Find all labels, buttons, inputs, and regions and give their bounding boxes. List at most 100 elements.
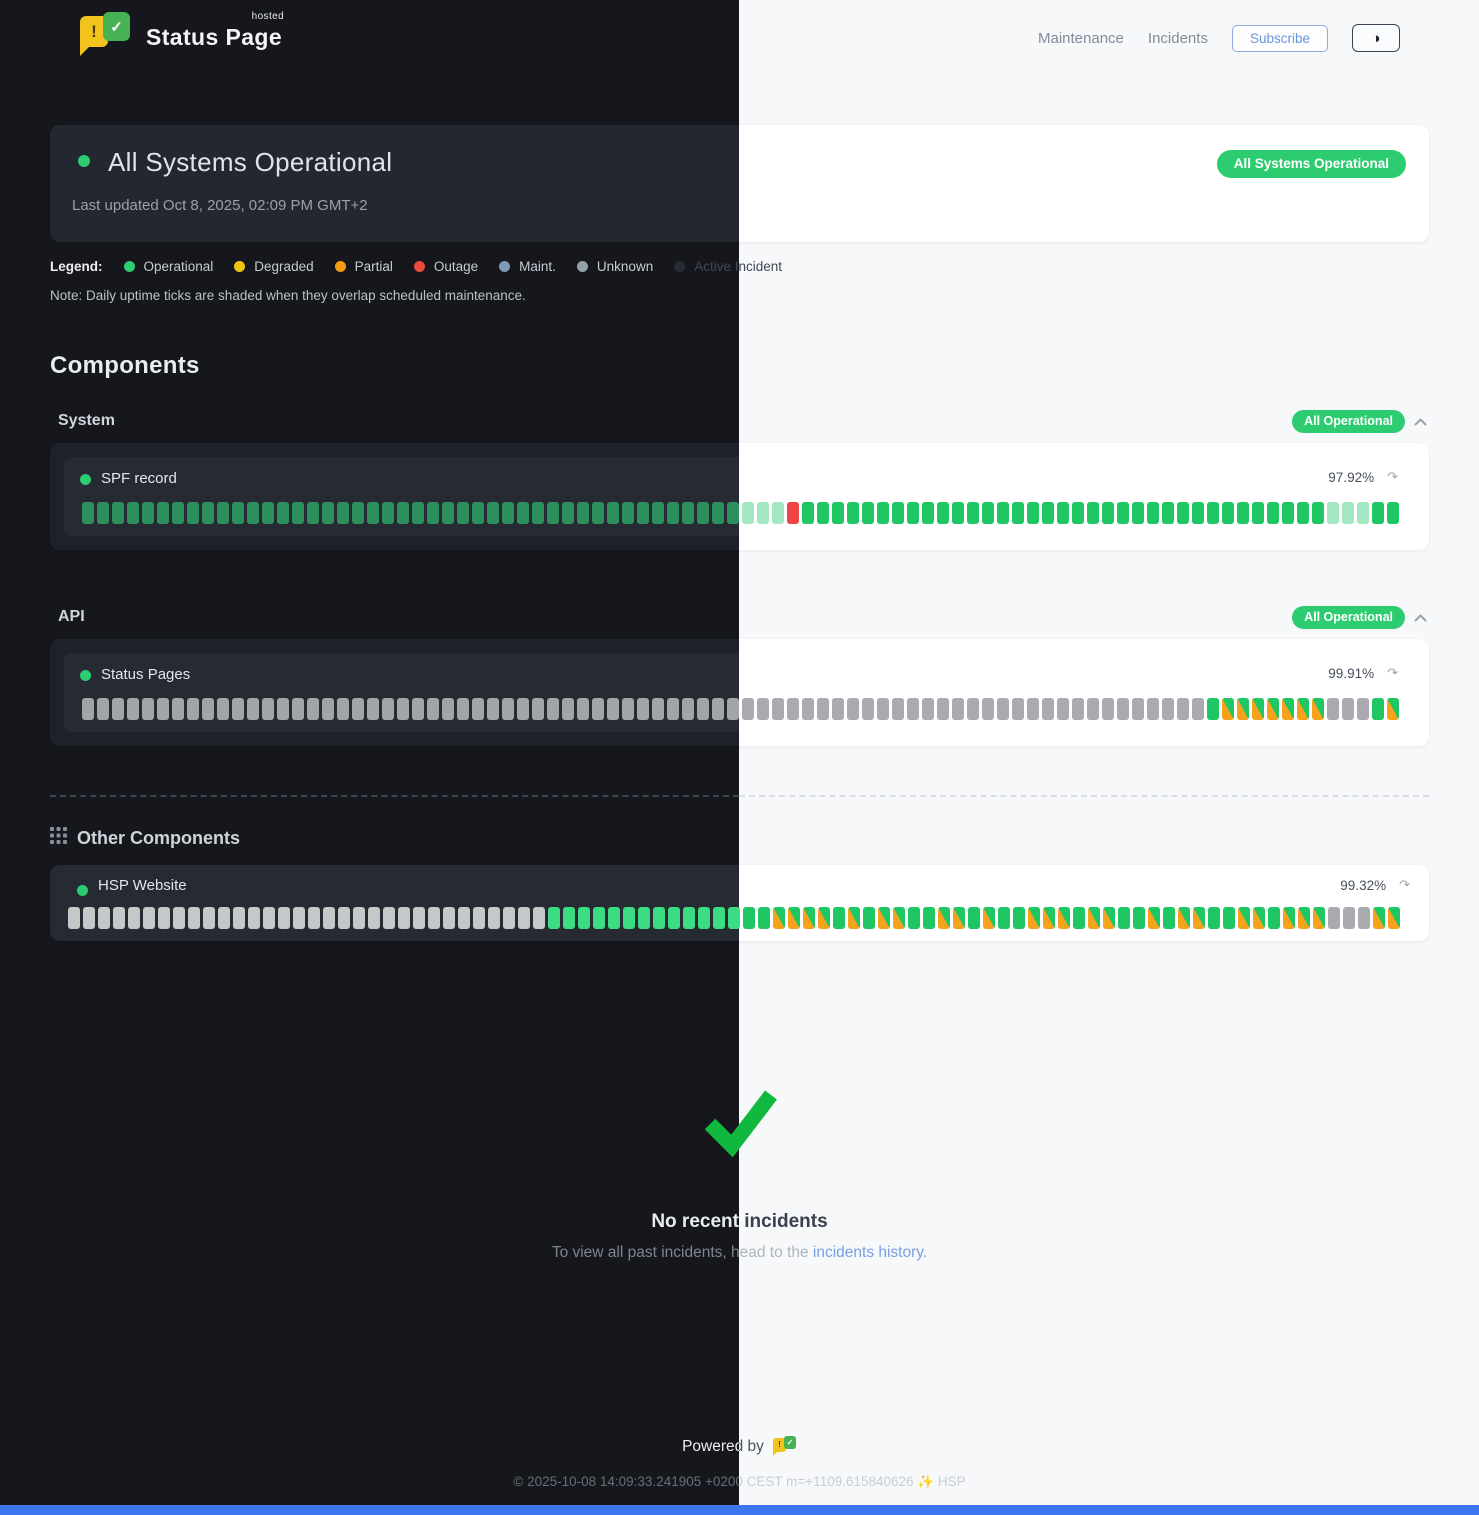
uptime-tick-u[interactable] [293, 907, 305, 929]
uptime-tick-u[interactable] [172, 698, 184, 720]
uptime-tick-o[interactable] [1162, 502, 1174, 524]
uptime-tick-u[interactable] [862, 698, 874, 720]
uptime-tick-u[interactable] [443, 907, 455, 929]
uptime-tick-o[interactable] [1072, 502, 1084, 524]
uptime-tick-m[interactable] [803, 907, 815, 929]
uptime-tick-o[interactable] [1372, 502, 1384, 524]
uptime-tick-m[interactable] [1238, 907, 1250, 929]
uptime-tick-f[interactable] [772, 502, 784, 524]
uptime-tick-o[interactable] [472, 502, 484, 524]
uptime-tick-m[interactable] [1148, 907, 1160, 929]
uptime-tick-u[interactable] [97, 698, 109, 720]
uptime-tick-o[interactable] [907, 502, 919, 524]
uptime-tick-u[interactable] [997, 698, 1009, 720]
uptime-tick-u[interactable] [652, 698, 664, 720]
uptime-tick-u[interactable] [188, 907, 200, 929]
uptime-tick-u[interactable] [1072, 698, 1084, 720]
uptime-tick-u[interactable] [517, 698, 529, 720]
uptime-tick-u[interactable] [1132, 698, 1144, 720]
uptime-tick-o[interactable] [1387, 502, 1399, 524]
uptime-tick-o[interactable] [157, 502, 169, 524]
uptime-tick-o[interactable] [1252, 502, 1264, 524]
uptime-tick-u[interactable] [487, 698, 499, 720]
uptime-tick-o[interactable] [112, 502, 124, 524]
uptime-tick-u[interactable] [458, 907, 470, 929]
uptime-tick-u[interactable] [1102, 698, 1114, 720]
uptime-tick-u[interactable] [457, 698, 469, 720]
incidents-history-link[interactable]: incidents history. [812, 1244, 928, 1261]
uptime-tick-u[interactable] [907, 698, 919, 720]
uptime-tick-u[interactable] [667, 698, 679, 720]
uptime-tick-m[interactable] [953, 907, 965, 929]
uptime-tick-o[interactable] [1163, 907, 1175, 929]
uptime-tick-o[interactable] [998, 907, 1010, 929]
uptime-tick-m[interactable] [1313, 907, 1325, 929]
uptime-tick-o[interactable] [532, 502, 544, 524]
uptime-tick-o[interactable] [578, 907, 590, 929]
uptime-tick-u[interactable] [203, 907, 215, 929]
uptime-tick-m[interactable] [1058, 907, 1070, 929]
chevron-up-icon[interactable] [1412, 414, 1429, 436]
uptime-tick-u[interactable] [113, 907, 125, 929]
uptime-tick-u[interactable] [697, 698, 709, 720]
uptime-tick-o[interactable] [1372, 698, 1384, 720]
uptime-tick-u[interactable] [1117, 698, 1129, 720]
uptime-tick-o[interactable] [877, 502, 889, 524]
uptime-tick-o[interactable] [322, 502, 334, 524]
uptime-tick-o[interactable] [442, 502, 454, 524]
uptime-tick-o[interactable] [697, 502, 709, 524]
uptime-tick-o[interactable] [637, 502, 649, 524]
uptime-tick-o[interactable] [1132, 502, 1144, 524]
uptime-tick-u[interactable] [787, 698, 799, 720]
uptime-tick-m[interactable] [1222, 698, 1234, 720]
uptime-tick-o[interactable] [1102, 502, 1114, 524]
uptime-tick-m[interactable] [1178, 907, 1190, 929]
uptime-tick-o[interactable] [758, 907, 770, 929]
uptime-tick-o[interactable] [382, 502, 394, 524]
subscribe-button[interactable]: Subscribe [1231, 24, 1328, 52]
nav-incidents[interactable]: Incidents [1147, 29, 1208, 47]
uptime-tick-u[interactable] [502, 698, 514, 720]
uptime-tick-o[interactable] [547, 502, 559, 524]
uptime-tick-o[interactable] [292, 502, 304, 524]
uptime-tick-m[interactable] [1297, 698, 1309, 720]
uptime-tick-o[interactable] [863, 907, 875, 929]
uptime-tick-u[interactable] [157, 698, 169, 720]
uptime-tick-u[interactable] [922, 698, 934, 720]
uptime-tick-m[interactable] [1103, 907, 1115, 929]
uptime-tick-o[interactable] [502, 502, 514, 524]
uptime-tick-o[interactable] [923, 907, 935, 929]
uptime-tick-u[interactable] [338, 907, 350, 929]
uptime-tick-o[interactable] [427, 502, 439, 524]
uptime-tick-u[interactable] [218, 907, 230, 929]
uptime-tick-u[interactable] [248, 907, 260, 929]
uptime-tick-u[interactable] [802, 698, 814, 720]
uptime-tick-o[interactable] [728, 907, 740, 929]
uptime-tick-u[interactable] [532, 698, 544, 720]
uptime-tick-u[interactable] [158, 907, 170, 929]
uptime-tick-u[interactable] [277, 698, 289, 720]
uptime-tick-u[interactable] [383, 907, 395, 929]
uptime-tick-u[interactable] [622, 698, 634, 720]
uptime-tick-o[interactable] [607, 502, 619, 524]
uptime-tick-u[interactable] [427, 698, 439, 720]
uptime-tick-u[interactable] [98, 907, 110, 929]
uptime-tick-m[interactable] [1388, 907, 1400, 929]
uptime-tick-o[interactable] [1177, 502, 1189, 524]
uptime-tick-o[interactable] [217, 502, 229, 524]
uptime-tick-o[interactable] [1222, 502, 1234, 524]
uptime-tick-u[interactable] [307, 698, 319, 720]
uptime-tick-m[interactable] [788, 907, 800, 929]
uptime-tick-m[interactable] [1088, 907, 1100, 929]
uptime-tick-o[interactable] [743, 907, 755, 929]
uptime-tick-u[interactable] [682, 698, 694, 720]
uptime-tick-u[interactable] [832, 698, 844, 720]
uptime-tick-u[interactable] [607, 698, 619, 720]
uptime-tick-u[interactable] [712, 698, 724, 720]
refresh-icon[interactable]: ↷ [1387, 666, 1398, 681]
uptime-tick-u[interactable] [847, 698, 859, 720]
uptime-tick-u[interactable] [353, 907, 365, 929]
uptime-tick-o[interactable] [1087, 502, 1099, 524]
uptime-tick-u[interactable] [577, 698, 589, 720]
uptime-tick-m[interactable] [893, 907, 905, 929]
